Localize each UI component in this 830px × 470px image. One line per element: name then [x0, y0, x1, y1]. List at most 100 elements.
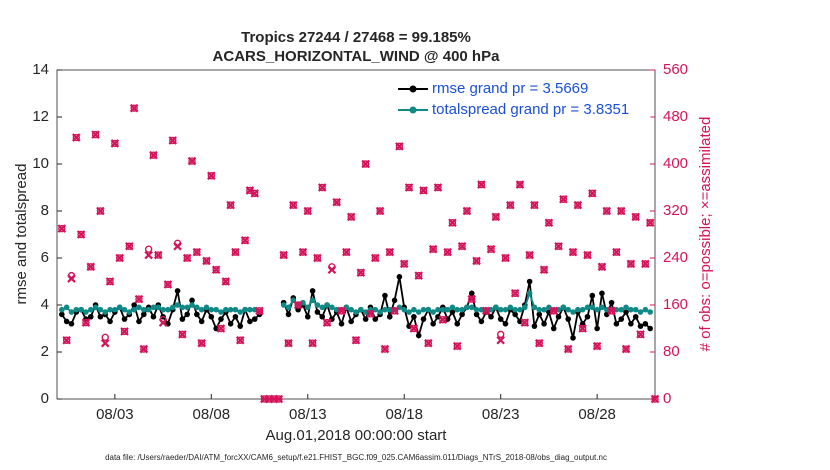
point: [83, 309, 89, 315]
assimilated-marker: [91, 130, 100, 139]
point: [647, 309, 653, 315]
point: [411, 306, 417, 313]
possible-marker: [111, 139, 119, 148]
point: [155, 304, 162, 311]
assimilated-marker: [153, 250, 163, 260]
point: [637, 309, 644, 315]
point: [536, 306, 543, 313]
assimilated-marker: [337, 306, 346, 316]
point: [526, 290, 533, 297]
possible-marker: [439, 315, 447, 324]
possible-marker: [593, 342, 601, 350]
point: [107, 318, 113, 325]
assimilated-marker: [549, 306, 559, 316]
point: [531, 304, 538, 311]
possible-marker: [275, 395, 283, 403]
x-tick-label: 08/28: [578, 406, 616, 423]
possible-marker: [477, 180, 486, 189]
assimilated-marker: [62, 335, 71, 345]
assimilated-marker: [158, 318, 168, 327]
possible-marker: [646, 219, 654, 227]
point: [594, 306, 600, 313]
y-tick-label: 0: [41, 390, 49, 407]
point: [415, 332, 422, 339]
possible-marker: [289, 201, 298, 209]
y-tick-label: 10: [32, 155, 49, 172]
point: [198, 306, 205, 313]
point: [59, 306, 65, 313]
possible-marker: [91, 130, 100, 139]
assimilated-marker: [602, 206, 612, 216]
assimilated-marker: [554, 241, 563, 251]
point: [599, 304, 605, 311]
point: [377, 309, 383, 315]
chart-subtitle: ACARS_HORIZONTAL_WIND @ 400 hPa: [213, 48, 501, 65]
possible-marker: [622, 345, 630, 353]
point: [618, 306, 625, 313]
point: [227, 321, 234, 327]
possible-marker: [636, 330, 645, 339]
possible-marker: [390, 307, 399, 315]
possible-marker: [279, 251, 288, 259]
assimilated-marker: [298, 247, 308, 257]
assimilated-marker: [231, 247, 240, 257]
assimilated-marker: [477, 180, 486, 189]
point: [194, 311, 200, 318]
point: [362, 316, 369, 322]
assimilated-marker: [178, 330, 187, 339]
assimilated-marker: [510, 288, 520, 298]
point: [174, 302, 181, 308]
assimilated-marker: [168, 136, 178, 145]
point: [285, 304, 292, 311]
point: [126, 309, 133, 315]
point: [637, 323, 644, 329]
point: [136, 318, 142, 325]
possible-marker: [260, 395, 269, 403]
possible-marker: [511, 289, 519, 297]
point: [121, 306, 128, 313]
assimilated-marker: [433, 183, 443, 192]
assimilated-marker: [284, 338, 293, 348]
point: [247, 318, 253, 325]
possible-marker: [496, 330, 505, 339]
possible-marker: [265, 395, 273, 403]
assimilated-marker: [472, 256, 481, 266]
assimilated-marker: [573, 200, 583, 210]
assimilated-marker: [96, 206, 105, 216]
possible-marker: [540, 266, 548, 274]
point: [632, 306, 639, 313]
point: [150, 313, 157, 320]
assimilated-marker: [163, 280, 173, 289]
x-axis-label: Aug.01,2018 00:00:00 start: [266, 427, 448, 444]
assimilated-marker: [607, 306, 616, 316]
point: [97, 306, 104, 313]
assimilated-marker: [226, 200, 235, 210]
possible-marker: [463, 207, 471, 215]
point: [319, 304, 326, 311]
possible-marker: [347, 213, 355, 221]
assimilated-marker: [76, 230, 86, 239]
possible-marker: [352, 336, 360, 344]
point: [599, 290, 605, 297]
y-tick-label: 8: [41, 202, 49, 219]
assimilated-marker: [211, 265, 221, 275]
point: [526, 278, 533, 285]
point: [179, 316, 186, 322]
assimilated-marker: [255, 306, 264, 316]
possible-marker: [482, 307, 490, 315]
possible-marker: [458, 242, 466, 250]
point: [468, 290, 475, 297]
y2-axis-label: # of obs: o=possible; ×=assimilated: [697, 117, 714, 352]
point: [179, 304, 186, 311]
assimilated-marker: [134, 294, 144, 304]
point: [642, 321, 649, 327]
assimilated-marker: [240, 236, 250, 245]
possible-marker: [357, 268, 365, 277]
point: [584, 313, 591, 320]
possible-marker: [183, 254, 191, 262]
assimilated-marker: [645, 218, 655, 228]
possible-marker: [530, 201, 539, 209]
point: [382, 292, 388, 299]
x-tick-label: 08/08: [193, 406, 231, 423]
